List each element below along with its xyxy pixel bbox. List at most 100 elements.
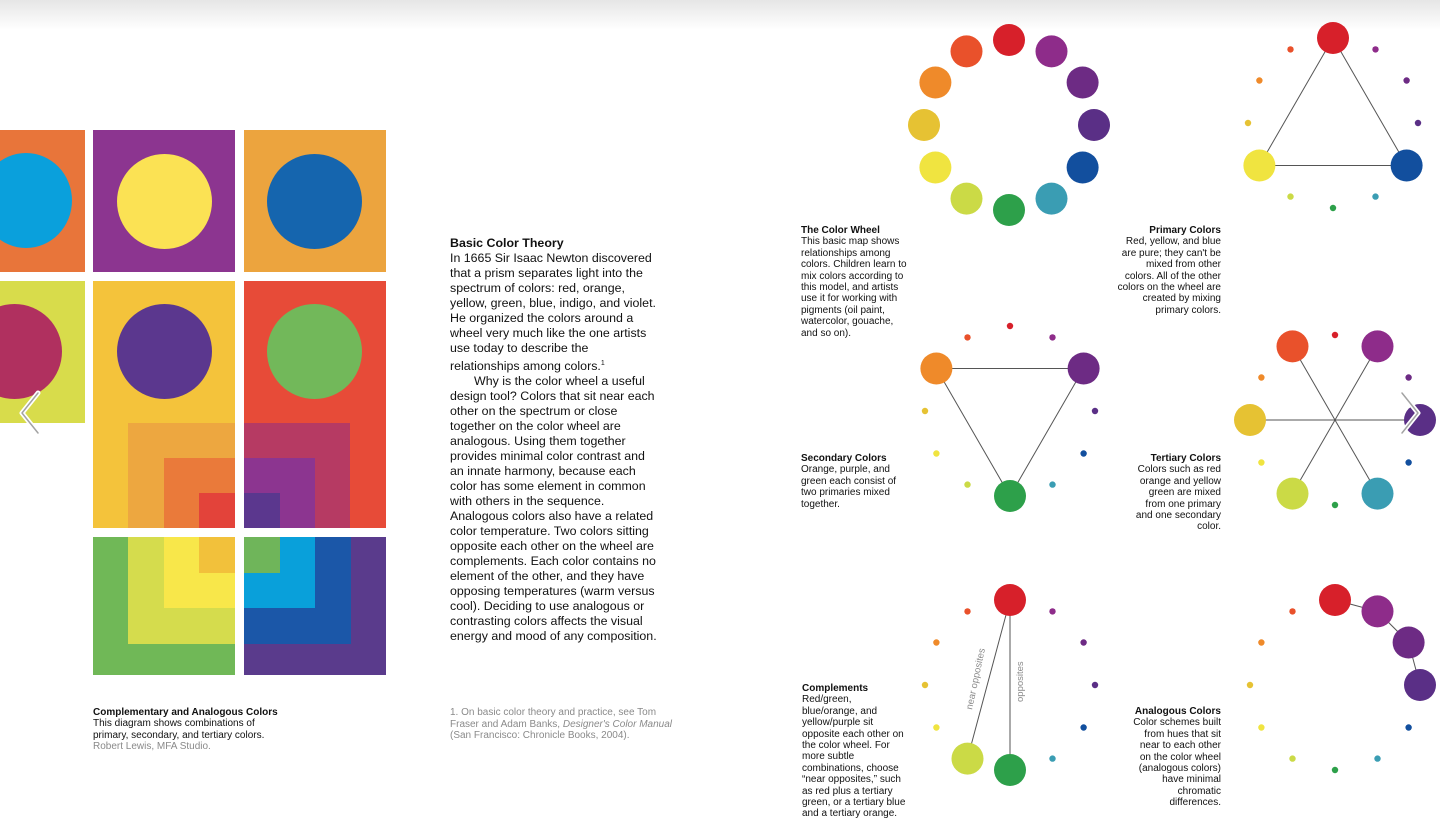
caption-analogous-body: Color schemes built from hues that sit n… bbox=[1133, 717, 1221, 809]
primary-wheel-connector-line bbox=[1258, 37, 1334, 166]
color-wheel-violet-dot bbox=[1066, 66, 1099, 99]
secondary-wheel-blue-dot bbox=[1080, 450, 1087, 457]
primary-wheel-connector-line bbox=[1332, 37, 1408, 166]
caption-left-title: Complementary and Analogous Colors bbox=[93, 707, 278, 718]
caption-tertiary: Tertiary Colors Colors such as red orang… bbox=[1130, 453, 1221, 533]
tertiary-wheel-connector-line bbox=[1292, 346, 1378, 494]
prev-page-button[interactable] bbox=[12, 383, 46, 443]
complements-wheel-yellow-orange-dot bbox=[921, 681, 929, 689]
analogous-wheel-yellow-green-dot bbox=[1289, 755, 1296, 762]
analogous-wheel-violet-dot bbox=[1392, 626, 1425, 659]
complements-wheel-violet-dot bbox=[1080, 639, 1087, 646]
tertiary-wheel-blue-green-dot bbox=[1361, 477, 1394, 510]
caption-tertiary-body: Colors such as red orange and yellow gre… bbox=[1135, 464, 1221, 533]
nested-square-6 bbox=[244, 493, 280, 528]
caption-color-wheel: The Color Wheel This basic map shows rel… bbox=[801, 225, 911, 339]
color-wheel-blue-dot bbox=[1066, 151, 1099, 184]
footnote: 1. On basic color theory and practice, s… bbox=[450, 707, 680, 742]
color-wheel-red-violet-dot bbox=[1035, 35, 1068, 68]
chevron-left-icon bbox=[19, 390, 41, 436]
tertiary-wheel-violet-dot bbox=[1405, 374, 1412, 381]
secondary-wheel-connector-line bbox=[1009, 368, 1085, 497]
caption-color-wheel-body: This basic map shows relationships among… bbox=[801, 236, 907, 339]
color-wheel-orange-dot bbox=[919, 66, 952, 99]
color-wheel-blue-green-dot bbox=[1035, 182, 1068, 215]
complements-wheel-blue-green-dot bbox=[1049, 755, 1056, 762]
secondary-wheel-red-violet-dot bbox=[1049, 334, 1056, 341]
footnote-book-title: Designer's Color Manual bbox=[562, 718, 673, 730]
complements-wheel-connector-line bbox=[967, 599, 1011, 759]
caption-secondary-title: Secondary Colors bbox=[801, 453, 887, 464]
caption-primary-title: Primary Colors bbox=[1149, 225, 1221, 236]
tertiary-wheel-red-violet-dot bbox=[1361, 330, 1394, 363]
analogous-wheel-red-dot bbox=[1319, 584, 1351, 616]
primary-wheel-red-orange-dot bbox=[1287, 46, 1294, 53]
secondary-wheel-blue-green-dot bbox=[1049, 481, 1056, 488]
color-wheel-yellow-dot bbox=[919, 151, 952, 184]
complements-wheel-blue-dot bbox=[1080, 724, 1087, 731]
complements-wheel-yellow-dot bbox=[933, 724, 940, 731]
tertiary-wheel-blue-dot bbox=[1405, 459, 1412, 466]
nested-square-9 bbox=[199, 537, 235, 573]
chevron-right-icon bbox=[1399, 390, 1421, 436]
tertiary-wheel-orange-dot bbox=[1258, 374, 1265, 381]
caption-left-credit: Robert Lewis, MFA Studio. bbox=[93, 741, 211, 753]
body-paragraph-1: In 1665 Sir Isaac Newton discovered that… bbox=[450, 251, 660, 374]
primary-wheel-blue-violet-dot bbox=[1414, 119, 1422, 127]
nested-square-12 bbox=[244, 537, 280, 573]
analogous-wheel-orange-dot bbox=[1258, 639, 1265, 646]
complements-wheel-red-orange-dot bbox=[964, 608, 971, 615]
caption-color-wheel-title: The Color Wheel bbox=[801, 225, 880, 236]
analogous-wheel-red-violet-dot bbox=[1361, 595, 1394, 628]
color-wheel-yellow-orange-dot bbox=[908, 109, 940, 141]
color-wheel-blue-violet-dot bbox=[1078, 109, 1110, 141]
next-page-button[interactable] bbox=[1394, 383, 1428, 443]
tertiary-wheel-red-dot bbox=[1331, 331, 1339, 339]
tertiary-wheel-yellow-dot bbox=[1258, 459, 1265, 466]
secondary-wheel-green-dot bbox=[994, 480, 1026, 512]
complements-wheel-blue-violet-dot bbox=[1091, 681, 1099, 689]
caption-secondary: Secondary Colors Orange, purple, and gre… bbox=[801, 453, 905, 510]
secondary-wheel-yellow-green-dot bbox=[964, 481, 971, 488]
secondary-wheel-connector-line bbox=[935, 368, 1011, 497]
body-heading: Basic Color Theory bbox=[450, 236, 564, 250]
top-shadow bbox=[0, 0, 1440, 30]
primary-wheel-blue-green-dot bbox=[1372, 193, 1379, 200]
body-paragraph-2: Why is the color wheel a useful design t… bbox=[450, 374, 657, 644]
footnote-text: 1. On basic color theory and practice, s… bbox=[450, 707, 657, 730]
opposites-label: opposites bbox=[1015, 661, 1026, 702]
secondary-wheel-yellow-orange-dot bbox=[921, 407, 929, 415]
footnote-marker: 1 bbox=[600, 360, 605, 367]
color-wheel-red-orange-dot bbox=[950, 35, 983, 68]
analogous-wheel-blue-green-dot bbox=[1374, 755, 1381, 762]
caption-complements-body: Red/green, blue/orange, and yellow/purpl… bbox=[802, 694, 906, 820]
body-paragraph-1-text: In 1665 Sir Isaac Newton discovered that… bbox=[450, 251, 656, 374]
caption-secondary-body: Orange, purple, and green each consist o… bbox=[801, 464, 897, 510]
secondary-wheel-red-orange-dot bbox=[964, 334, 971, 341]
complements-wheel-red-dot bbox=[994, 584, 1026, 616]
primary-wheel-yellow-orange-dot bbox=[1244, 119, 1252, 127]
body-text: Basic Color Theory In 1665 Sir Isaac New… bbox=[450, 236, 660, 644]
circle-green bbox=[267, 304, 362, 399]
secondary-wheel-red-dot bbox=[1006, 322, 1014, 330]
tertiary-wheel-yellow-green-dot bbox=[1276, 477, 1309, 510]
primary-wheel-red-violet-dot bbox=[1372, 46, 1379, 53]
analogous-wheel-yellow-dot bbox=[1258, 724, 1265, 731]
complements-wheel-green-dot bbox=[994, 754, 1026, 786]
near-opposites-label: near opposites bbox=[964, 647, 988, 710]
primary-wheel-blue-dot bbox=[1390, 149, 1423, 182]
circle-yellow bbox=[117, 154, 212, 249]
primary-wheel-violet-dot bbox=[1403, 77, 1410, 84]
caption-complements-title: Complements bbox=[802, 683, 869, 694]
complements-wheel-red-violet-dot bbox=[1049, 608, 1056, 615]
primary-wheel-red-dot bbox=[1317, 22, 1349, 54]
caption-left-body: This diagram shows combinations of prima… bbox=[93, 718, 265, 741]
nested-square-3 bbox=[199, 493, 235, 528]
color-wheel-green-dot bbox=[993, 194, 1025, 226]
tertiary-wheel-red-orange-dot bbox=[1276, 330, 1309, 363]
primary-wheel-orange-dot bbox=[1256, 77, 1263, 84]
circle-blue bbox=[267, 154, 362, 249]
analogous-wheel-blue-violet-dot bbox=[1404, 669, 1436, 701]
secondary-wheel-blue-violet-dot bbox=[1091, 407, 1099, 415]
